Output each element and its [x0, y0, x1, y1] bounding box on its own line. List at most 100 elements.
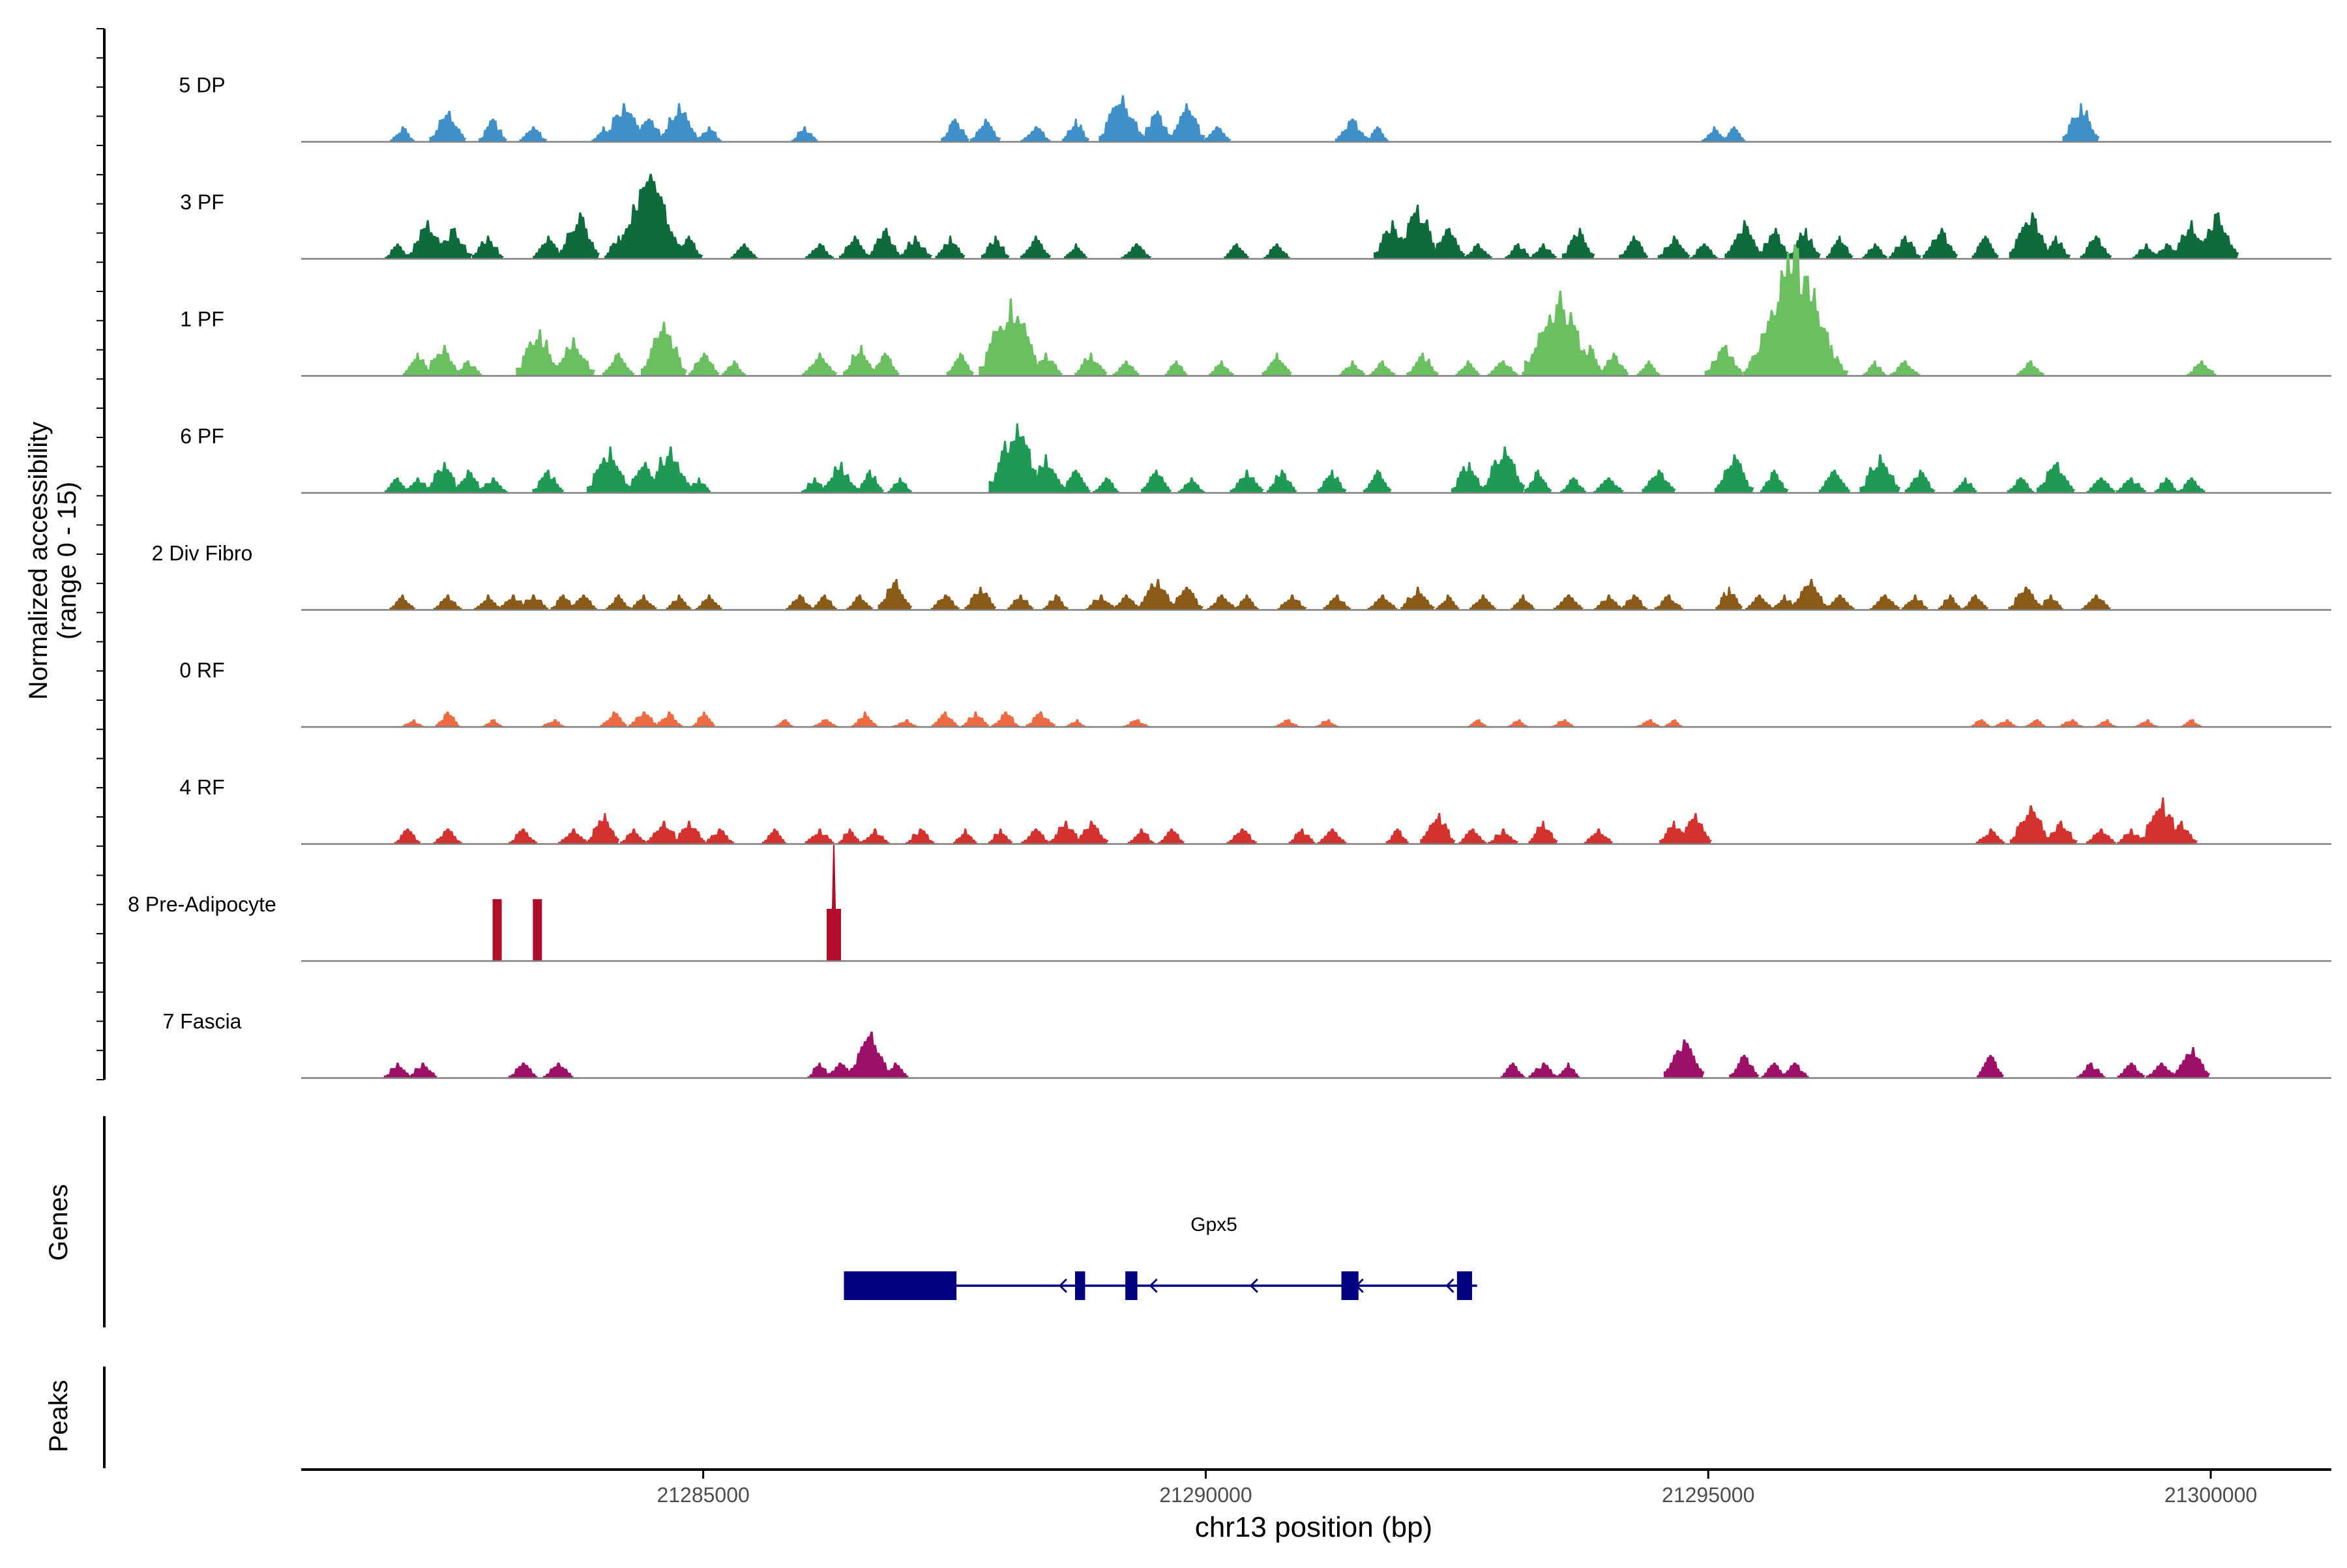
track-peak [1385, 828, 1410, 844]
track-peak [424, 345, 462, 376]
track-peak [2037, 594, 2064, 610]
track-peak [807, 1062, 832, 1078]
track-peak [2134, 719, 2159, 727]
track-peak [1158, 828, 1185, 844]
track-2-div-fibro: 2 Div Fibro [152, 542, 2331, 611]
track-peak [1363, 469, 1392, 493]
track-peak [1818, 469, 1851, 493]
track-peak [1970, 719, 1992, 727]
track-peak [385, 243, 411, 259]
track-peak [1938, 594, 1963, 610]
track-peak [891, 719, 919, 727]
track-peak [1288, 828, 1316, 844]
track-peak [1826, 235, 1853, 259]
track-peak [407, 1062, 438, 1078]
track-label: 0 RF [179, 658, 224, 682]
track-peak [1455, 360, 1481, 376]
track-peak [878, 579, 913, 610]
track-peak [540, 719, 567, 727]
track-peak [1859, 454, 1901, 493]
track-peak [1007, 594, 1035, 610]
track-peak [620, 828, 648, 844]
track-peak [1395, 204, 1441, 259]
track-peak [860, 828, 891, 844]
track-peak [1863, 360, 1887, 376]
track-peak [1367, 594, 1398, 610]
track-peak [602, 103, 646, 142]
track-peak [1436, 594, 1460, 610]
track-peak [1138, 579, 1175, 610]
track-peak [2076, 1062, 2106, 1078]
track-peak [433, 228, 473, 259]
track-peak [1862, 243, 1888, 259]
track-peak [2095, 719, 2118, 727]
track-peak [1400, 586, 1436, 610]
track-peak [1729, 1054, 1760, 1078]
track-peak [1657, 235, 1690, 259]
track-peak [1093, 477, 1120, 493]
track-5-dp: 5 DP [179, 74, 2331, 143]
x-tick-label: 21300000 [2164, 1483, 2257, 1507]
track-peak [906, 828, 936, 844]
track-peak [1507, 719, 1529, 727]
track-peak [1511, 594, 1536, 610]
gene-strand-arrow [1058, 1278, 1067, 1294]
track-peak [1026, 711, 1056, 727]
track-peak [1593, 594, 1624, 610]
track-peak [2117, 828, 2146, 844]
track-peak [1209, 360, 1235, 376]
track-peak [868, 228, 902, 259]
track-peak [558, 828, 589, 844]
track-peak [479, 118, 508, 142]
track-peak [569, 594, 598, 610]
track-peak [2086, 477, 2116, 493]
track-peak [1074, 352, 1108, 376]
track-peak [1619, 235, 1649, 259]
track-peak [969, 118, 1001, 142]
track-peak [433, 828, 463, 844]
gene-strand-arrow [1445, 1278, 1454, 1294]
track-peak [1048, 820, 1084, 844]
track-peak [1026, 454, 1066, 493]
track-peak [930, 594, 960, 610]
track-peak [964, 586, 997, 610]
track-peak [1226, 828, 1258, 844]
track-peak [953, 828, 978, 844]
track-peak [786, 594, 814, 610]
track-peak [1714, 454, 1754, 493]
track-peak [804, 828, 835, 844]
track-peak [645, 446, 692, 493]
track-peak [1560, 477, 1587, 493]
track-peak [2187, 360, 2217, 376]
track-peak [587, 813, 620, 844]
track-peak [453, 360, 483, 376]
track-peak [550, 594, 576, 610]
gene-exon [844, 1271, 957, 1300]
track-peak [473, 594, 503, 610]
track-peak [509, 1062, 539, 1078]
track-peak [2008, 586, 2044, 610]
track-peak [2016, 360, 2045, 376]
gene-strand-arrow [1249, 1278, 1258, 1294]
track-peak [988, 828, 1013, 844]
track-peak [1571, 345, 1606, 376]
track-peak [2080, 235, 2112, 259]
track-8-pre-adipocyte: 8 Pre-Adipocyte [128, 845, 2331, 962]
track-peak [1975, 828, 2006, 844]
track-peak [518, 594, 549, 610]
gene-strand-arrow [1149, 1278, 1158, 1294]
track-label: 3 PF [180, 190, 224, 214]
track-4-rf: 4 RF [179, 776, 2331, 845]
track-peak [851, 711, 878, 727]
track-peak [1368, 360, 1396, 376]
track-peak [1760, 469, 1789, 493]
track-7-fascia: 7 Fascia [163, 1010, 2331, 1079]
track-peak [2173, 1047, 2210, 1078]
y-axis-label-range: (range 0 - 15) [53, 482, 81, 640]
track-peak [2086, 828, 2117, 844]
x-tick-label: 21295000 [1662, 1483, 1754, 1507]
track-peak [2041, 235, 2071, 259]
